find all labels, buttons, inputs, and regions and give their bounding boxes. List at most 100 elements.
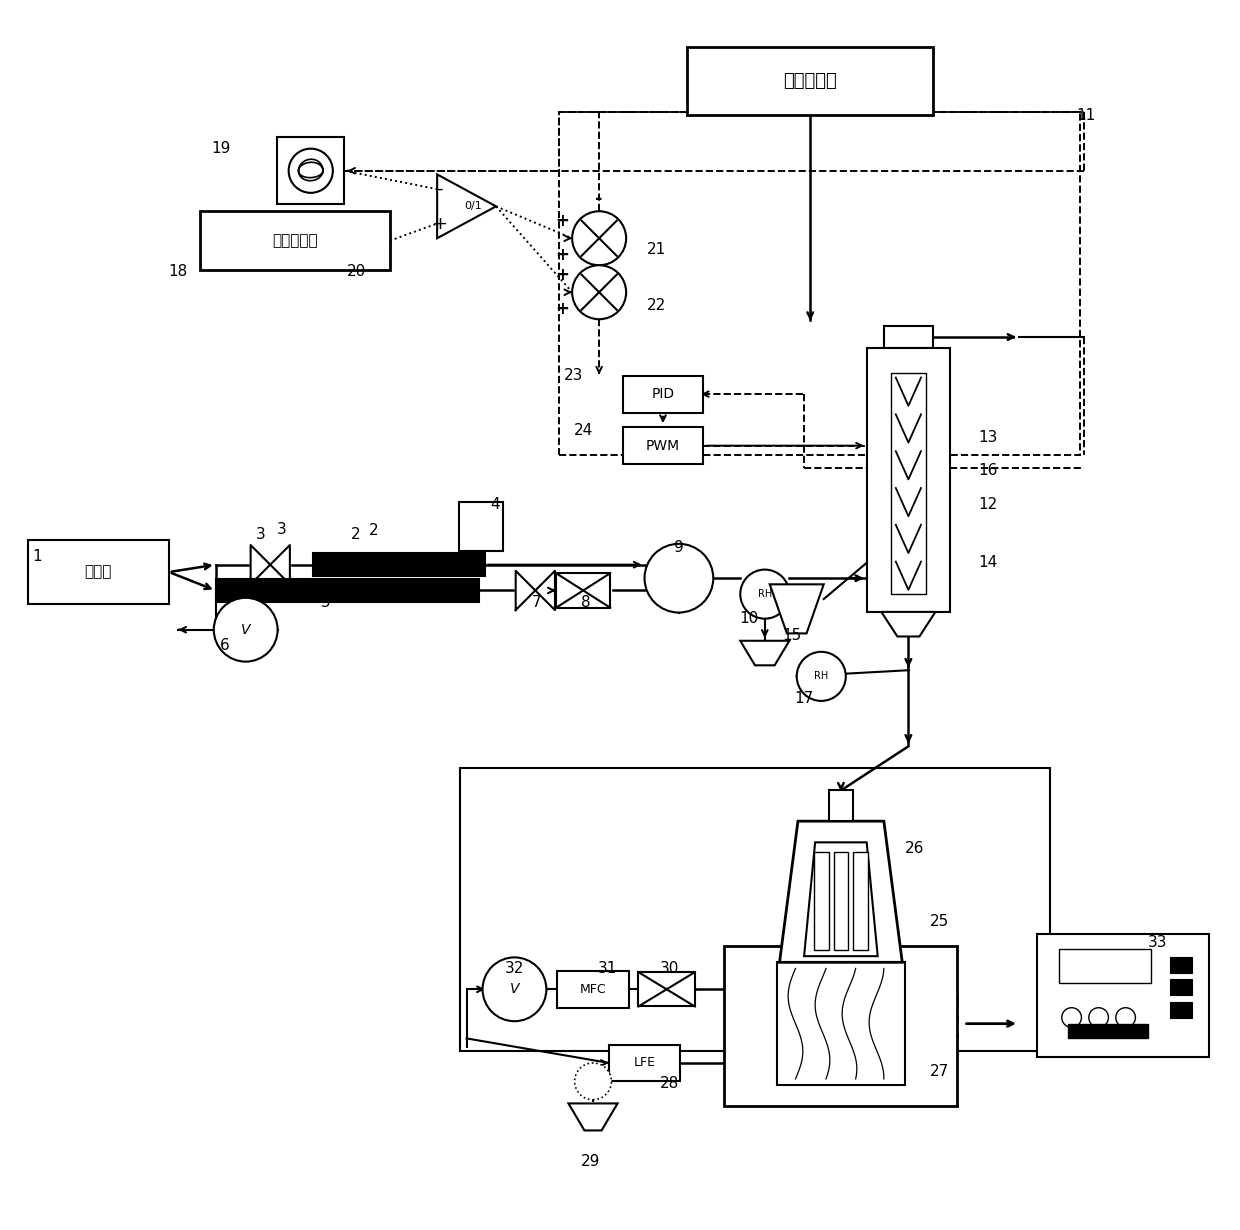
Text: PID: PID [651,387,675,401]
Text: RH: RH [815,672,828,681]
Circle shape [1116,1007,1136,1027]
Bar [622,427,703,464]
Text: 4: 4 [490,497,500,512]
Text: 7: 7 [532,595,542,610]
Bar [609,1044,680,1081]
Text: ▮: ▮ [477,509,485,524]
Circle shape [740,569,790,619]
Text: 26: 26 [905,840,924,856]
Circle shape [482,957,547,1021]
Polygon shape [438,175,496,239]
Polygon shape [804,843,878,956]
Text: 15: 15 [782,629,801,643]
Text: 28: 28 [660,1076,678,1091]
Bar [1037,934,1209,1057]
Text: 29: 29 [580,1154,600,1168]
Bar [622,375,703,412]
Circle shape [572,266,626,320]
Bar [559,112,1080,455]
Bar [853,852,868,950]
Circle shape [213,598,278,662]
Polygon shape [740,641,790,665]
Text: 31: 31 [598,961,618,975]
Text: 2: 2 [368,523,378,539]
Circle shape [797,652,846,701]
Text: 8: 8 [580,595,590,610]
Bar [867,348,950,613]
Circle shape [1089,1007,1109,1027]
Text: 3: 3 [277,522,286,538]
Bar [200,212,389,271]
Bar [833,852,848,950]
Text: 16: 16 [978,462,998,477]
Text: 17: 17 [795,691,813,706]
Polygon shape [780,822,903,962]
Text: 30: 30 [660,961,678,975]
Text: 大气颗粒物: 大气颗粒物 [784,73,837,90]
Text: 19: 19 [212,141,231,156]
Text: 9: 9 [675,540,683,555]
Circle shape [572,212,626,266]
Bar [884,326,932,348]
Bar [216,579,479,601]
Text: 3: 3 [255,526,265,541]
Text: V: V [241,622,250,637]
Text: 20: 20 [346,264,366,279]
Text: 27: 27 [930,1064,949,1079]
Text: 18: 18 [169,264,187,279]
Text: V: V [510,983,520,996]
Text: 0/1: 0/1 [464,202,481,212]
Text: 湿度设定値: 湿度设定値 [272,234,317,248]
Text: -: - [595,189,603,208]
Bar [558,970,629,1007]
Bar [890,373,926,594]
Circle shape [1061,1007,1081,1027]
Text: LFE: LFE [634,1057,656,1069]
Bar [1169,1001,1192,1017]
Text: 11: 11 [1076,108,1096,123]
Bar [557,573,610,608]
Bar [828,791,853,822]
Text: +: + [556,246,569,264]
Text: 22: 22 [647,298,666,314]
Polygon shape [770,584,823,633]
Text: +: + [432,214,448,232]
Text: 32: 32 [505,961,525,975]
Text: 零空气: 零空气 [84,565,112,579]
Bar [639,972,694,1006]
Bar [813,852,828,950]
Text: 23: 23 [564,368,583,384]
Bar [687,48,932,114]
Text: 6: 6 [219,638,229,653]
Bar [1059,948,1152,983]
Text: MFC: MFC [579,983,606,996]
Bar [460,769,1049,1050]
Polygon shape [568,1103,618,1130]
Circle shape [645,544,713,613]
Text: 21: 21 [647,242,666,257]
Bar [1169,979,1192,995]
Bar [27,540,169,604]
Circle shape [289,149,332,193]
Text: 2: 2 [351,526,361,541]
Text: 5: 5 [321,595,330,610]
Text: PWM: PWM [646,439,680,453]
Text: 13: 13 [978,429,998,444]
Circle shape [574,1063,611,1100]
Text: 14: 14 [978,555,998,569]
Text: +: + [556,300,569,319]
Text: 25: 25 [930,914,949,930]
Bar [277,137,345,204]
Text: 12: 12 [978,497,998,512]
Text: -: - [436,180,443,198]
Text: +: + [556,266,569,284]
Bar [314,554,485,577]
Bar [724,946,957,1106]
Text: RH: RH [758,589,773,599]
Text: 24: 24 [574,423,593,438]
Text: 33: 33 [1148,935,1167,950]
Bar [1169,957,1192,973]
Text: 10: 10 [739,611,759,626]
Bar [777,962,905,1085]
Polygon shape [882,613,935,636]
